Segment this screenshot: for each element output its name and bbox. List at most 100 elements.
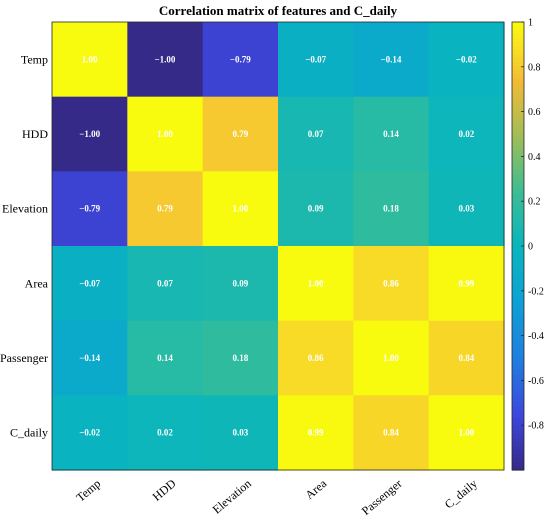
colorbar-segment (512, 190, 524, 195)
colorbar-segment (512, 382, 524, 387)
colorbar-segment (512, 62, 524, 67)
colorbar-segment (512, 74, 524, 79)
heatmap-cell (202, 320, 279, 396)
colorbar-segment (512, 414, 524, 419)
colorbar-segment (512, 270, 524, 275)
colorbar-segment (512, 302, 524, 307)
colorbar-segment (512, 246, 524, 251)
colorbar-segment (512, 446, 524, 451)
colorbar-segment (512, 194, 524, 199)
colorbar-segment (512, 458, 524, 463)
heatmap-cell-value: −1.00 (79, 129, 100, 139)
colorbar-segment (512, 394, 524, 399)
heatmap-cell (353, 395, 430, 471)
colorbar (511, 21, 525, 471)
colorbar-tick-label: 1 (528, 18, 533, 29)
colorbar-segment (512, 422, 524, 427)
colorbar-segment (512, 78, 524, 83)
colorbar-tick-label: -0.4 (528, 331, 544, 342)
colorbar-segment (512, 426, 524, 431)
colorbar-segment (512, 398, 524, 403)
colorbar-segment (512, 110, 524, 115)
colorbar-segment (512, 238, 524, 243)
colorbar-segment (512, 390, 524, 395)
heatmap-cell (428, 246, 505, 322)
heatmap-cell-value: 0.03 (458, 204, 474, 214)
colorbar-tick-label: -0.2 (528, 286, 544, 297)
colorbar-segment (512, 26, 524, 31)
heatmap-cell (127, 22, 204, 98)
x-tick-label: Elevation (210, 476, 254, 516)
y-tick-label: Temp (21, 52, 48, 66)
colorbar-segment (512, 254, 524, 259)
heatmap-cell-value: 0.84 (458, 353, 474, 363)
colorbar-segment (512, 306, 524, 311)
colorbar-segment (512, 118, 524, 123)
colorbar-segment (512, 262, 524, 267)
colorbar-segment (512, 46, 524, 51)
heatmap-cell (278, 22, 354, 98)
heatmap-cell (127, 171, 204, 247)
colorbar-segment (512, 134, 524, 139)
heatmap-cell-value: 0.99 (458, 278, 474, 288)
colorbar-segment (512, 154, 524, 159)
heatmap-cell-value: 0.02 (157, 428, 173, 438)
colorbar-segment (512, 330, 524, 335)
y-tick-label: HDD (22, 127, 48, 141)
heatmap-cell-value: −0.02 (456, 54, 477, 64)
colorbar-segment (512, 106, 524, 111)
colorbar-segment (512, 66, 524, 71)
colorbar-segment (512, 286, 524, 291)
heatmap-cell-value: 0.09 (232, 278, 248, 288)
colorbar-segment (512, 278, 524, 283)
heatmap-cell-value: 0.14 (157, 353, 173, 363)
heatmap-cells (51, 21, 505, 471)
colorbar-segment (512, 206, 524, 211)
heatmap-cell (353, 171, 430, 247)
colorbar-segment (512, 358, 524, 363)
heatmap-cell-value: 0.07 (308, 129, 324, 139)
heatmap-cell (202, 22, 279, 98)
heatmap-cell (202, 246, 279, 322)
heatmap-cell (428, 395, 505, 471)
colorbar-segment (512, 462, 524, 467)
colorbar-segment (512, 86, 524, 91)
heatmap-cell (127, 246, 204, 322)
heatmap-cell (428, 22, 505, 98)
colorbar-segment (512, 374, 524, 379)
heatmap-cell-value: 0.79 (157, 204, 173, 214)
heatmap-cell-value: −0.79 (230, 54, 251, 64)
heatmap-cell (428, 320, 505, 396)
colorbar-segment (512, 350, 524, 355)
colorbar-segment (512, 290, 524, 295)
colorbar-segment (512, 258, 524, 263)
colorbar-segment (512, 50, 524, 55)
x-tick-label: HDD (150, 476, 179, 504)
heatmap-cell (353, 320, 430, 396)
heatmap-cell-value: 1.00 (232, 204, 248, 214)
x-axis-tick-labels: Temp HDD Elevation Area Passenger C_daily (73, 476, 479, 518)
heatmap-cell-labels: 1.00 −1.00 −0.79 −0.07 −0.14 −0.02 −1.00 1.00 0.… (79, 54, 477, 437)
colorbar-segment (512, 54, 524, 59)
heatmap-cell (202, 96, 279, 172)
colorbar-segment (512, 58, 524, 63)
heatmap-cell-value: −0.07 (305, 54, 326, 64)
heatmap-cell (353, 96, 430, 172)
colorbar-segment (512, 114, 524, 119)
heatmap-cell (202, 395, 279, 471)
y-tick-label: Passenger (0, 351, 48, 365)
colorbar-segment (512, 274, 524, 279)
heatmap-cell-value: 1.00 (82, 54, 98, 64)
colorbar-segment (512, 126, 524, 131)
heatmap-cell (278, 246, 354, 322)
colorbar-segment (512, 318, 524, 323)
colorbar-segment (512, 334, 524, 339)
colorbar-segment (512, 378, 524, 383)
heatmap-cell-value: 0.14 (383, 129, 399, 139)
colorbar-segment (512, 234, 524, 239)
colorbar-segment (512, 82, 524, 87)
heatmap-cell (52, 395, 128, 471)
colorbar-segment (512, 218, 524, 223)
colorbar-segment (512, 98, 524, 103)
colorbar-segment (512, 210, 524, 215)
